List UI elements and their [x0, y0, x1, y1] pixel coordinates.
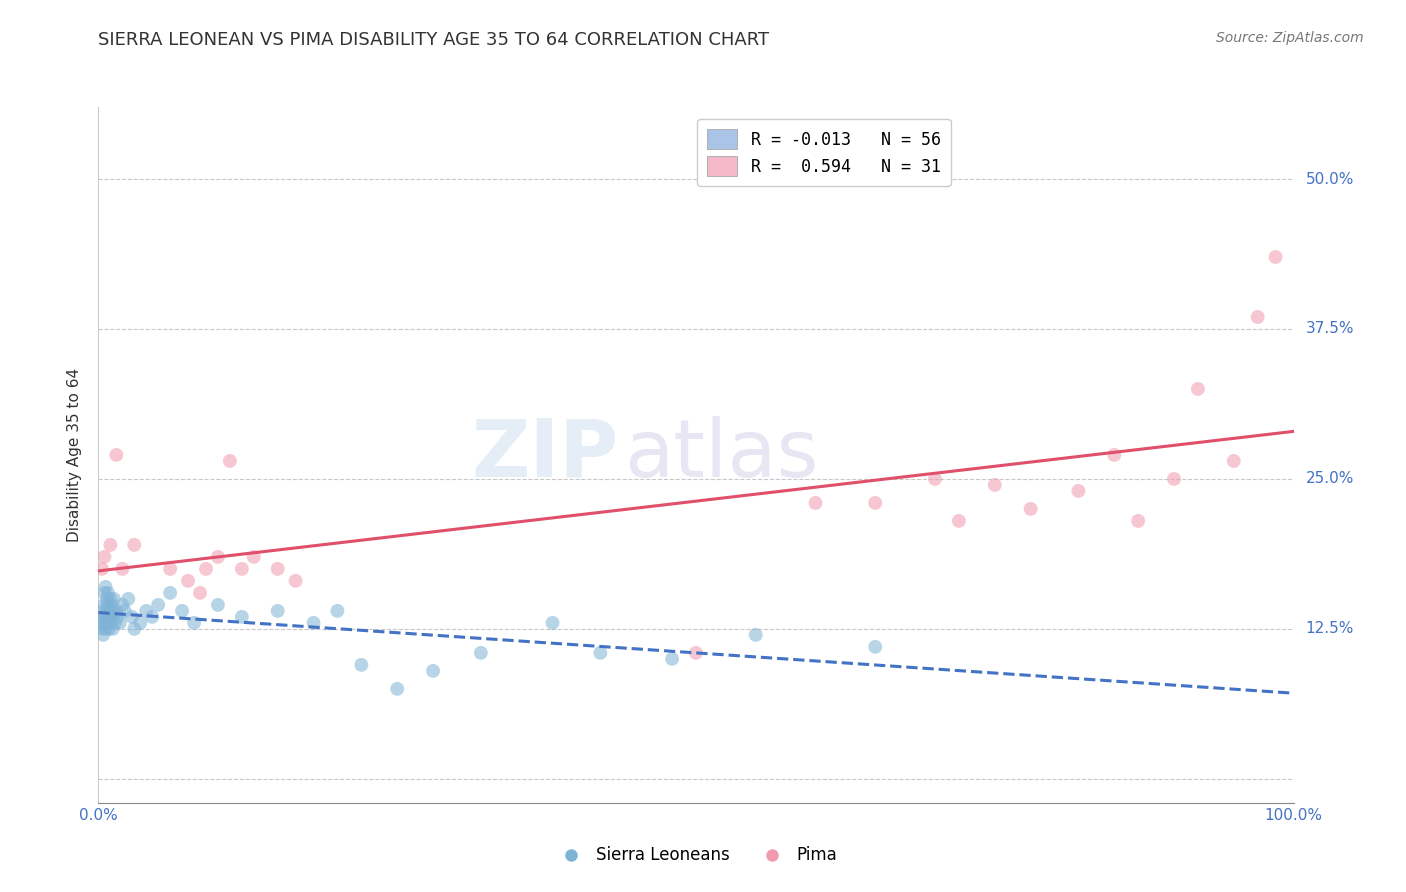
Point: [1264, 250, 1286, 264]
Point: [94, 622, 117, 636]
Point: [98, 538, 122, 552]
Point: [267, 604, 290, 618]
Point: [948, 514, 970, 528]
Point: [97, 586, 120, 600]
Point: [100, 598, 122, 612]
Point: [96, 591, 118, 606]
Text: 37.5%: 37.5%: [1305, 321, 1354, 336]
Point: [93, 586, 115, 600]
Point: [983, 478, 1005, 492]
Point: [148, 598, 170, 612]
Text: SIERRA LEONEAN VS PIMA DISABILITY AGE 35 TO 64 CORRELATION CHART: SIERRA LEONEAN VS PIMA DISABILITY AGE 35…: [98, 31, 769, 49]
Point: [1128, 514, 1150, 528]
Point: [91, 610, 114, 624]
Point: [685, 646, 707, 660]
Point: [90, 615, 112, 630]
Point: [91, 622, 114, 636]
Point: [231, 562, 253, 576]
Point: [103, 591, 125, 606]
Point: [101, 604, 124, 618]
Point: [863, 496, 886, 510]
Point: [98, 622, 121, 636]
Point: [93, 549, 115, 564]
Point: [96, 604, 118, 618]
Point: [159, 562, 181, 576]
Point: [96, 615, 118, 630]
Point: [97, 598, 120, 612]
Point: [541, 615, 564, 630]
Point: [1163, 472, 1185, 486]
Point: [107, 610, 129, 624]
Point: [1222, 454, 1246, 468]
Point: [661, 652, 683, 666]
Text: 12.5%: 12.5%: [1305, 622, 1354, 636]
Point: [1187, 382, 1209, 396]
Text: Source: ZipAtlas.com: Source: ZipAtlas.com: [1216, 31, 1364, 45]
Point: [422, 664, 444, 678]
Point: [207, 598, 229, 612]
Point: [804, 496, 827, 510]
Point: [124, 622, 146, 636]
Point: [385, 681, 409, 696]
Point: [1102, 448, 1125, 462]
Point: [111, 598, 134, 612]
Point: [91, 562, 114, 576]
Point: [114, 604, 136, 618]
Point: [121, 610, 143, 624]
Point: [267, 562, 290, 576]
Point: [101, 622, 124, 636]
Point: [177, 574, 200, 588]
Point: [1067, 483, 1090, 498]
Point: [98, 610, 121, 624]
Point: [284, 574, 307, 588]
Y-axis label: Disability Age 35 to 64: Disability Age 35 to 64: [67, 368, 83, 542]
Point: [172, 604, 194, 618]
Point: [219, 454, 242, 468]
Point: [104, 615, 127, 630]
Point: [105, 448, 128, 462]
Point: [141, 610, 163, 624]
Point: [100, 610, 122, 624]
Point: [93, 598, 115, 612]
Point: [98, 591, 122, 606]
Text: atlas: atlas: [624, 416, 818, 494]
Point: [117, 591, 139, 606]
Point: [98, 615, 122, 630]
Point: [129, 615, 152, 630]
Point: [863, 640, 886, 654]
Point: [183, 615, 205, 630]
Point: [243, 549, 266, 564]
Text: 50.0%: 50.0%: [1305, 171, 1354, 186]
Point: [188, 586, 211, 600]
Point: [302, 615, 325, 630]
Point: [1019, 502, 1042, 516]
Point: [231, 610, 253, 624]
Point: [94, 610, 117, 624]
Point: [589, 646, 612, 660]
Point: [207, 549, 229, 564]
Point: [91, 604, 114, 618]
Point: [194, 562, 217, 576]
Text: ZIP: ZIP: [471, 416, 619, 494]
Point: [108, 615, 131, 630]
Point: [470, 646, 492, 660]
Point: [159, 586, 181, 600]
Point: [93, 615, 115, 630]
Point: [350, 657, 373, 672]
Point: [124, 538, 146, 552]
Point: [135, 604, 157, 618]
Point: [1246, 310, 1268, 324]
Point: [105, 604, 128, 618]
Point: [745, 628, 768, 642]
Point: [91, 628, 114, 642]
Point: [94, 580, 117, 594]
Point: [326, 604, 349, 618]
Legend: Sierra Leoneans, Pima: Sierra Leoneans, Pima: [548, 839, 844, 871]
Point: [111, 562, 134, 576]
Point: [98, 604, 122, 618]
Point: [924, 472, 946, 486]
Text: 25.0%: 25.0%: [1305, 471, 1354, 486]
